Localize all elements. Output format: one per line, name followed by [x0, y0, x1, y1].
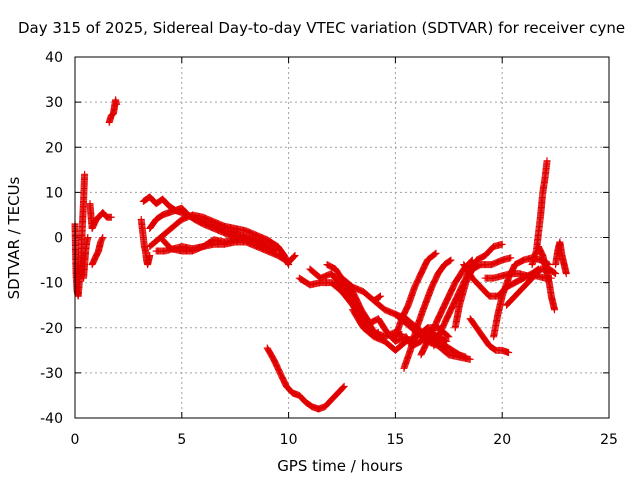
data-point: [446, 257, 454, 265]
y-tick-label: 10: [45, 185, 63, 201]
series-arc-6: [137, 215, 154, 269]
y-tick-label: -30: [40, 366, 63, 382]
x-tick-label: 0: [71, 432, 80, 448]
data-point: [146, 252, 154, 260]
data-point: [445, 333, 453, 341]
series-arc-11: [156, 234, 299, 266]
x-tick-labels: 0 5 10 15 20 25: [71, 432, 618, 448]
y-tick-label: 30: [45, 95, 63, 111]
series-arc-31: [535, 243, 559, 314]
data-point: [376, 293, 384, 301]
series-arc-22: [417, 256, 476, 359]
data-point: [376, 292, 384, 300]
data-point: [444, 332, 452, 340]
y-tick-label: 20: [45, 140, 63, 156]
data-point: [498, 240, 506, 248]
y-axis-label: SDTVAR / TECUs: [5, 176, 23, 299]
data-point: [340, 382, 348, 390]
series-arc-12: [263, 344, 348, 413]
data-point: [507, 254, 515, 262]
data-point: [339, 384, 347, 392]
y-tick-label: 40: [45, 50, 63, 66]
data-point: [431, 250, 439, 258]
data-point: [290, 252, 298, 260]
grid-lines: [75, 57, 609, 418]
x-axis-label: GPS time / hours: [277, 457, 403, 475]
data-point: [505, 349, 513, 357]
data-point: [552, 270, 560, 278]
data-points: [71, 96, 570, 413]
data-point: [432, 249, 440, 257]
x-tick-label: 10: [280, 432, 298, 448]
data-point: [289, 253, 297, 261]
series-arc-3: [86, 200, 115, 232]
data-point: [99, 234, 107, 241]
data-point: [263, 240, 271, 248]
y-tick-label: 0: [54, 231, 63, 247]
data-point: [466, 355, 474, 363]
y-tick-label: -10: [40, 276, 63, 292]
data-point: [551, 306, 559, 314]
data-point: [113, 100, 121, 108]
y-tick-labels: -40 -30 -20 -10 0 10 20 30 40: [40, 50, 63, 427]
data-point: [291, 252, 299, 260]
data-point: [447, 256, 455, 264]
data-point: [562, 270, 570, 278]
y-tick-label: -40: [40, 411, 63, 427]
data-point: [107, 213, 115, 221]
chart-title: Day 315 of 2025, Sidereal Day-to-day VTE…: [18, 19, 625, 37]
y-tick-label: -20: [40, 321, 63, 337]
data-point: [551, 269, 559, 277]
series-arc-21: [400, 256, 455, 372]
series-arc-32: [552, 238, 570, 278]
series-arc-2: [80, 234, 92, 282]
plot-frame: [74, 56, 610, 419]
x-tick-label: 20: [493, 432, 511, 448]
series-arc-5: [105, 96, 121, 126]
series-arc-1: [71, 170, 89, 300]
data-point: [543, 157, 551, 165]
series-arc-30: [528, 157, 551, 269]
data-point: [339, 383, 347, 391]
x-tick-label: 5: [177, 432, 186, 448]
series-arc-20: [391, 249, 440, 341]
series-arc-26: [466, 315, 513, 357]
x-tick-label: 25: [600, 432, 618, 448]
series-arc-4: [88, 234, 107, 269]
x-tick-label: 15: [386, 432, 404, 448]
data-point: [81, 170, 89, 178]
data-point: [84, 234, 92, 241]
